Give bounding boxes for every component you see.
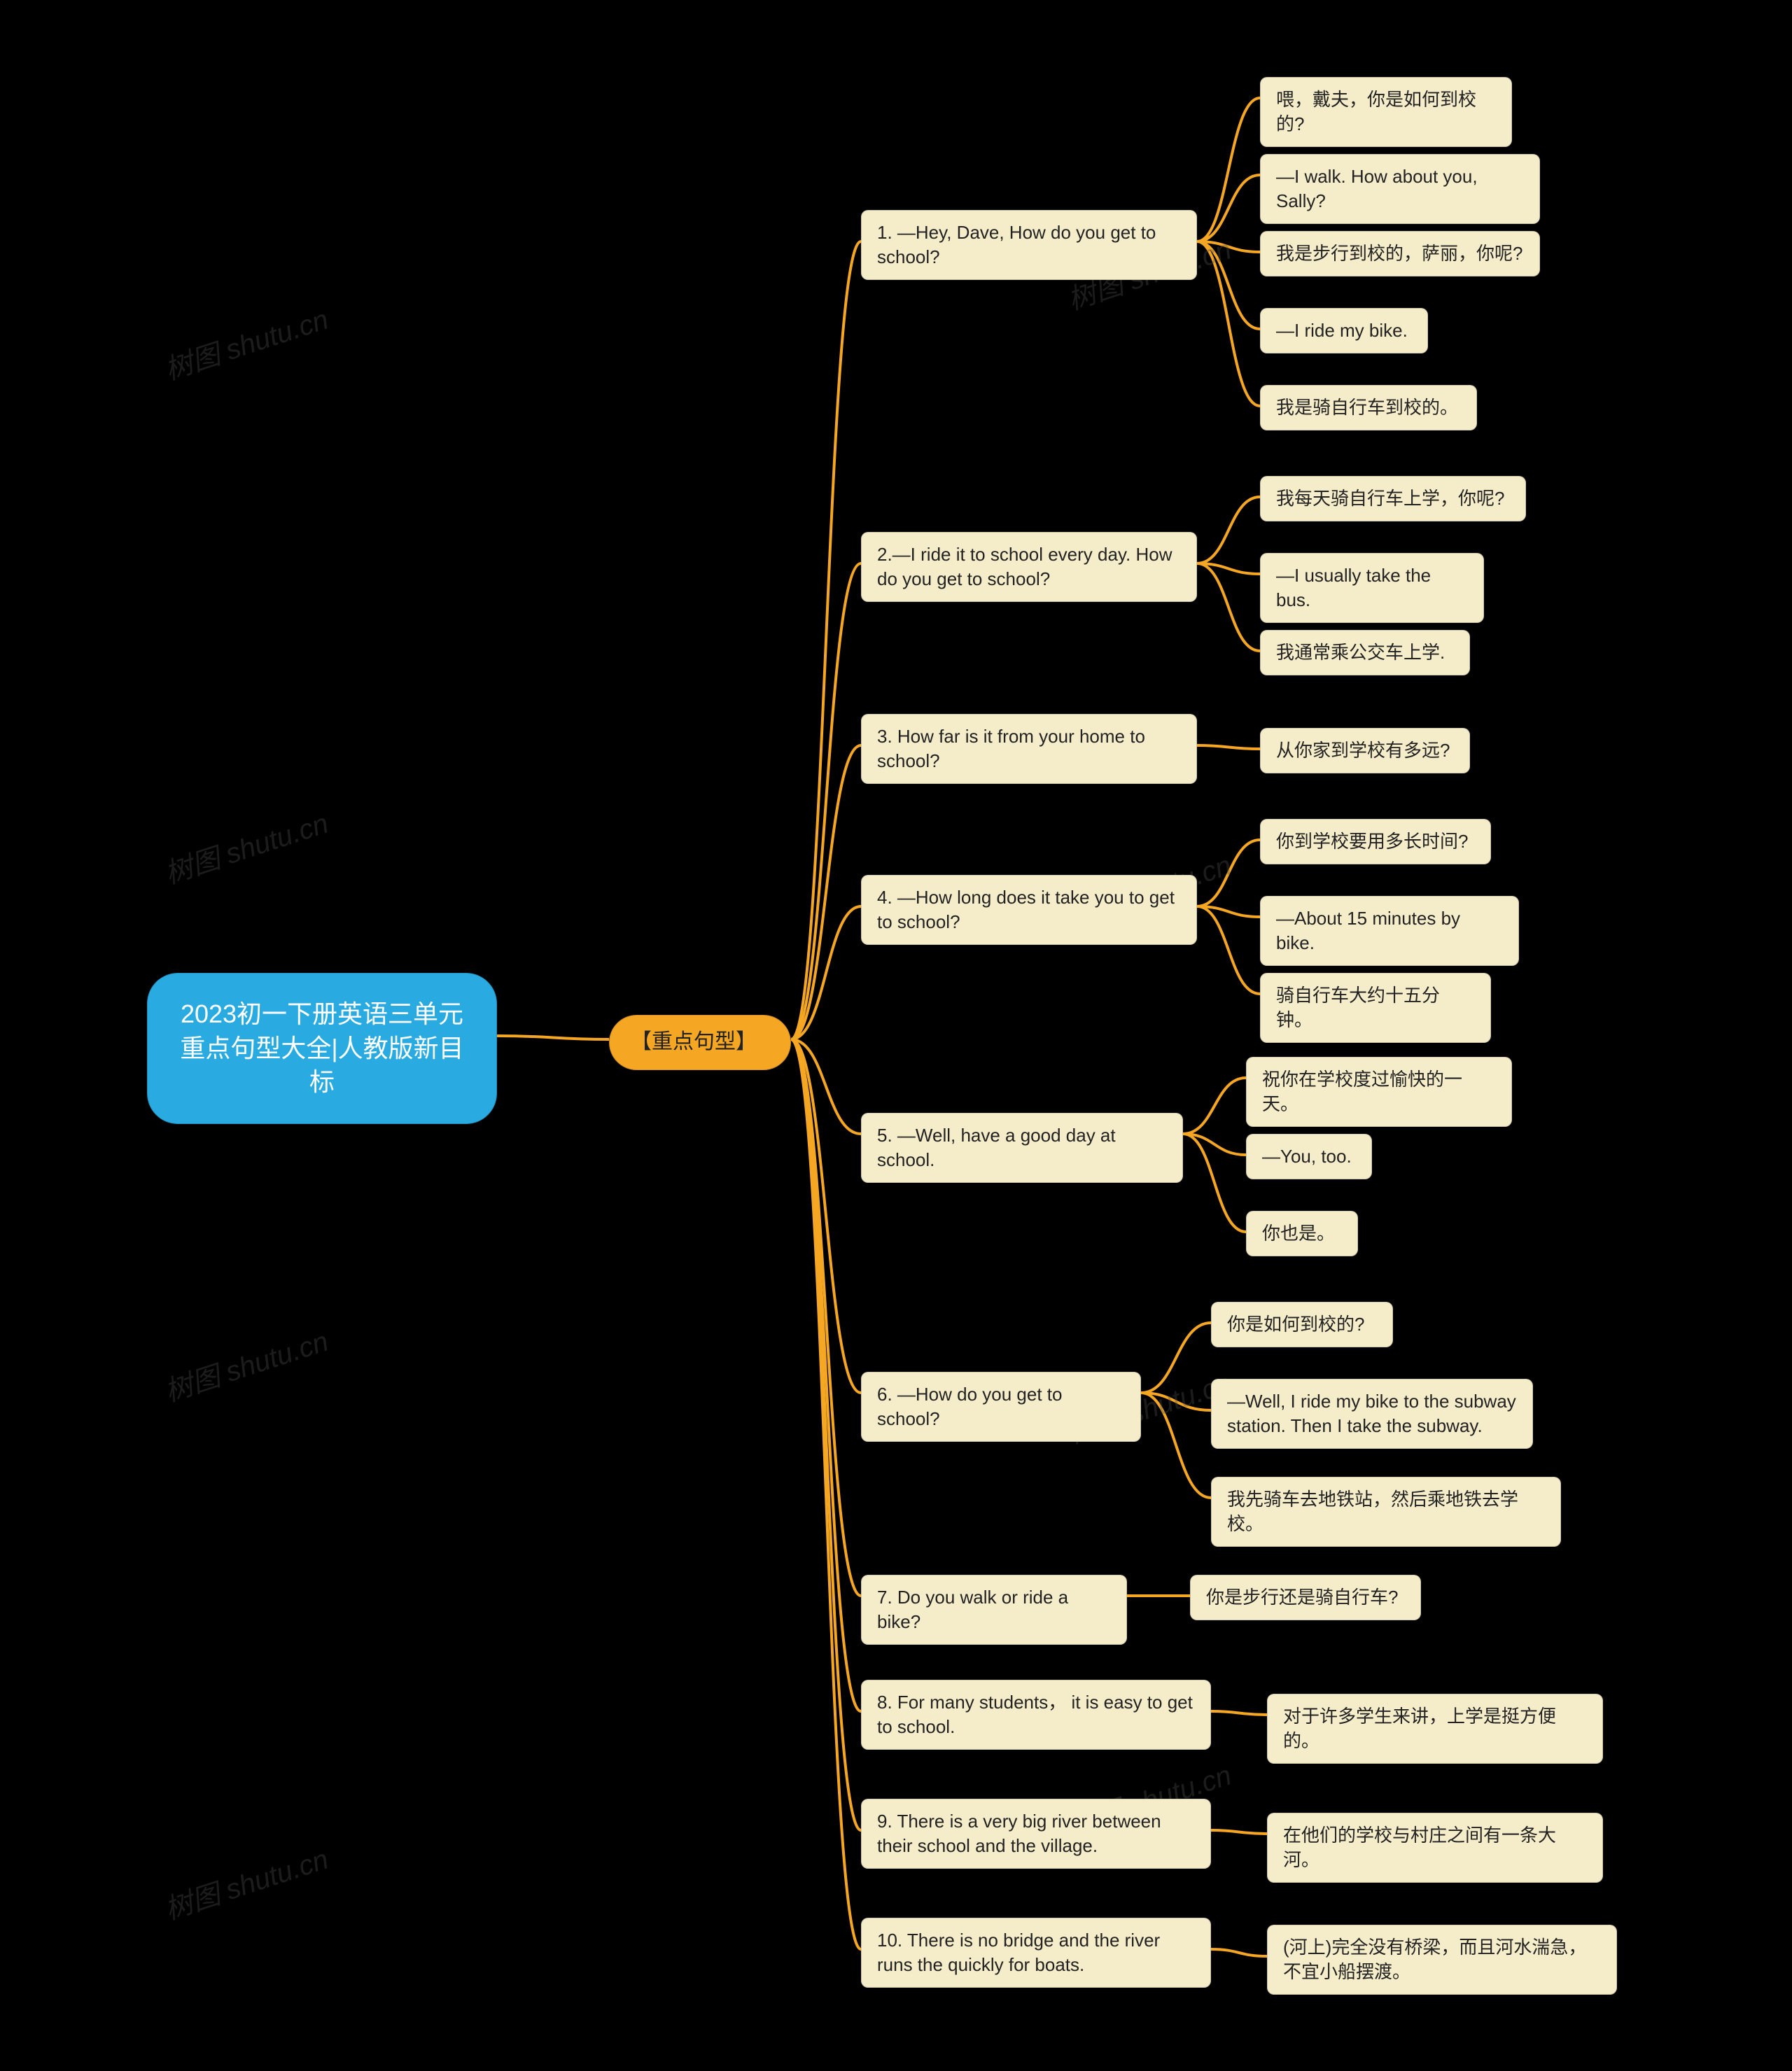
section-node[interactable]: 7. Do you walk or ride a bike? [861,1575,1127,1645]
leaf-node[interactable]: 你到学校要用多长时间? [1260,819,1491,864]
leaf-node[interactable]: (河上)完全没有桥梁，而且河水湍急，不宜小船摆渡。 [1267,1925,1617,1995]
leaf-node[interactable]: —I walk. How about you, Sally? [1260,154,1540,224]
leaf-node[interactable]: —I ride my bike. [1260,308,1428,353]
section-node[interactable]: 2.—I ride it to school every day. How do… [861,532,1197,602]
leaf-node[interactable]: 你也是。 [1246,1211,1358,1256]
leaf-node[interactable]: 你是如何到校的? [1211,1302,1393,1347]
section-node[interactable]: 10. There is no bridge and the river run… [861,1918,1211,1988]
leaf-node[interactable]: —About 15 minutes by bike. [1260,896,1519,966]
leaf-node[interactable]: —Well, I ride my bike to the subway stat… [1211,1379,1533,1449]
leaf-node[interactable]: —You, too. [1246,1134,1372,1179]
section-node[interactable]: 1. —Hey, Dave, How do you get to school? [861,210,1197,280]
watermark: 树图 shutu.cn [159,1319,332,1410]
section-node[interactable]: 9. There is a very big river between the… [861,1799,1211,1869]
leaf-node[interactable]: 我通常乘公交车上学. [1260,630,1470,675]
mindmap-canvas: 树图 shutu.cn 树图 shutu.cn 树图 shutu.cn 树图 shut… [0,0,1792,2071]
root-node[interactable]: 2023初一下册英语三单元重点句型大全|人教版新目标 [147,973,497,1124]
leaf-node[interactable]: 从你家到学校有多远? [1260,728,1470,773]
watermark: 树图 shutu.cn [159,297,332,388]
section-node[interactable]: 6. —How do you get to school? [861,1372,1141,1442]
section-node[interactable]: 8. For many students， it is easy to get … [861,1680,1211,1750]
leaf-node[interactable]: 我每天骑自行车上学，你呢? [1260,476,1526,521]
category-node[interactable]: 【重点句型】 [609,1015,791,1070]
leaf-node[interactable]: 你是步行还是骑自行车? [1190,1575,1421,1620]
leaf-node[interactable]: 我是步行到校的，萨丽，你呢? [1260,231,1540,276]
leaf-node[interactable]: 我先骑车去地铁站，然后乘地铁去学校。 [1211,1477,1561,1547]
watermark: 树图 shutu.cn [159,801,332,892]
section-node[interactable]: 4. —How long does it take you to get to … [861,875,1197,945]
leaf-node[interactable]: 在他们的学校与村庄之间有一条大河。 [1267,1813,1603,1883]
section-node[interactable]: 3. How far is it from your home to schoo… [861,714,1197,784]
leaf-node[interactable]: —I usually take the bus. [1260,553,1484,623]
leaf-node[interactable]: 我是骑自行车到校的。 [1260,385,1477,430]
section-node[interactable]: 5. —Well, have a good day at school. [861,1113,1183,1183]
leaf-node[interactable]: 祝你在学校度过愉快的一天。 [1246,1057,1512,1127]
leaf-node[interactable]: 对于许多学生来讲，上学是挺方便的。 [1267,1694,1603,1764]
leaf-node[interactable]: 喂，戴夫，你是如何到校的? [1260,77,1512,147]
watermark: 树图 shutu.cn [159,1837,332,1928]
leaf-node[interactable]: 骑自行车大约十五分钟。 [1260,973,1491,1043]
